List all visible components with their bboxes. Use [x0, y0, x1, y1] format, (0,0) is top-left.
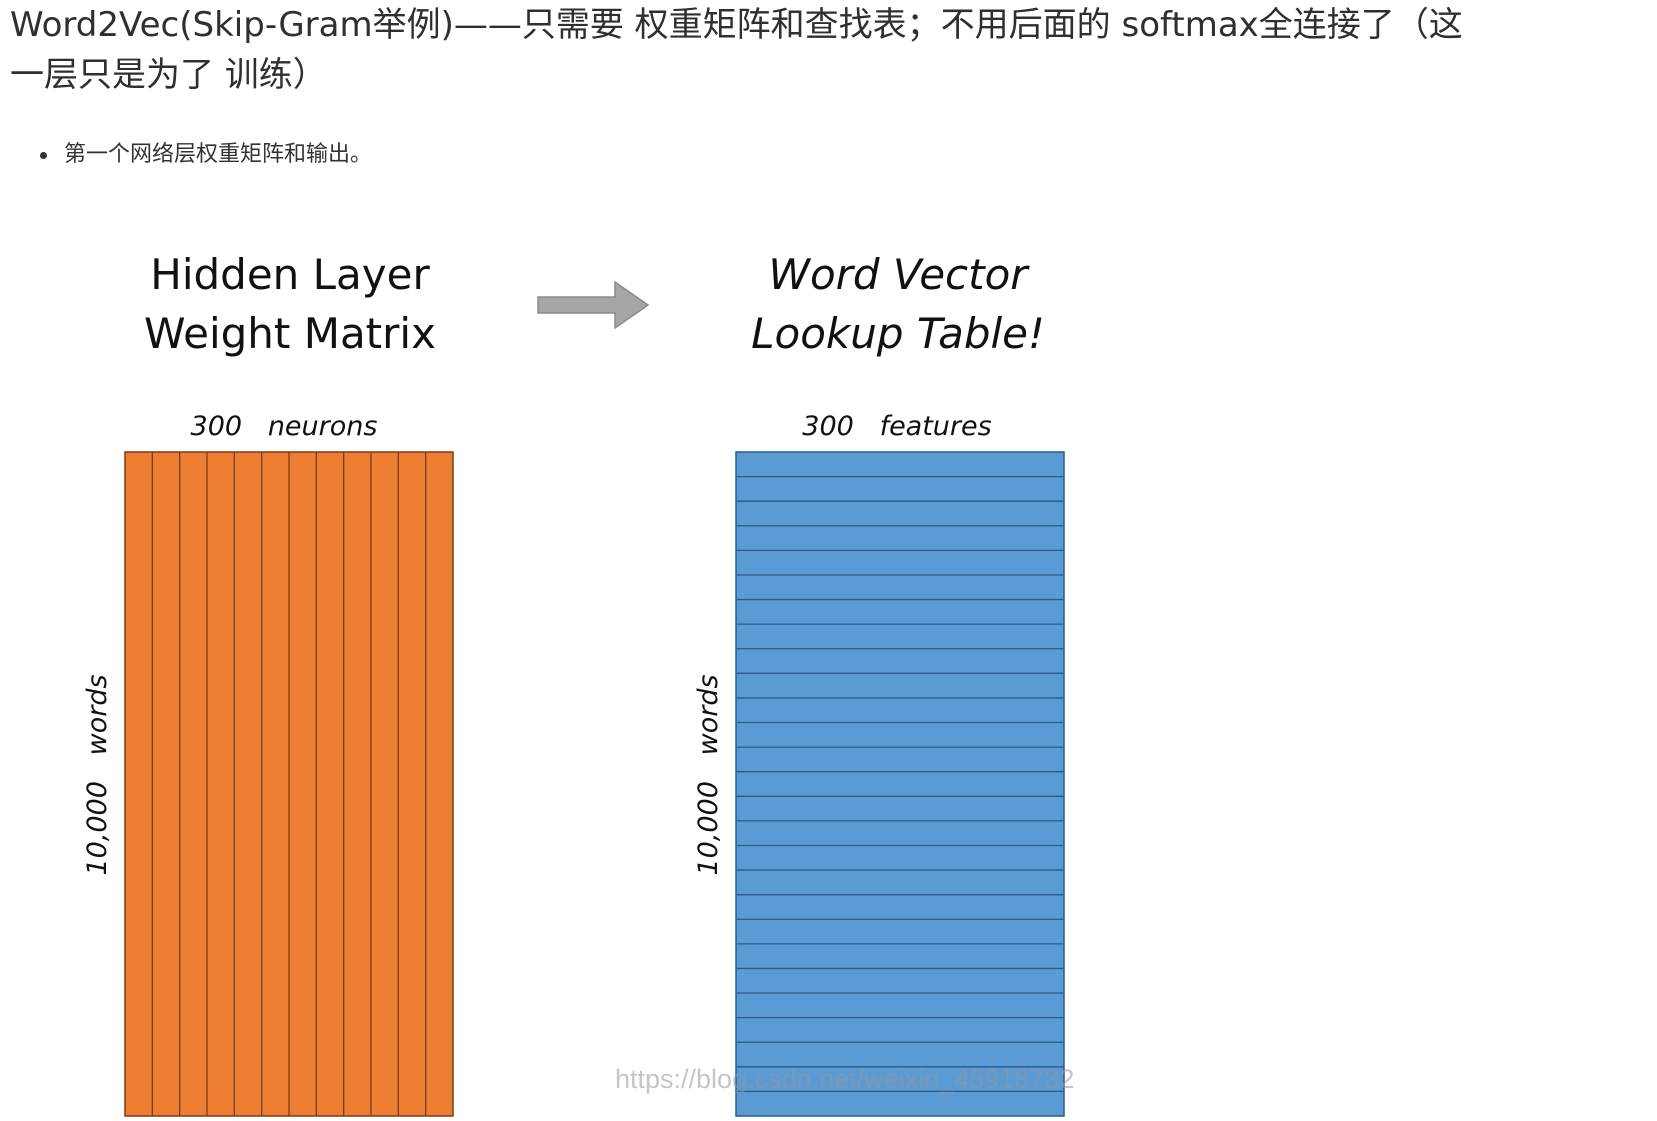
left-top-label: 300 neurons	[191, 411, 378, 442]
bullet-text: 第一个网络层权重矩阵和输出。	[64, 142, 373, 167]
left-title-line-1: Hidden Layer	[150, 250, 430, 299]
right-title-line-1: Word Vector	[768, 250, 1030, 299]
heading-line-1: Word2Vec(Skip-Gram举例)——只需要 权重矩阵和查找表；不用后面…	[10, 5, 1463, 45]
right-title-line-2: Lookup Table!	[751, 309, 1045, 358]
watermark: https://blog.csdn.net/weixin_45918732	[615, 1064, 1075, 1094]
weight-matrix	[124, 451, 454, 1117]
heading-line-2: 一层只是为了 训练）	[10, 55, 327, 95]
right-top-label: 300 features	[802, 411, 991, 442]
lookup-table-matrix	[735, 451, 1065, 1117]
right-side-label: 10,000 words	[693, 674, 724, 875]
right-arrow-icon	[537, 280, 650, 330]
bullet-list: 第一个网络层权重矩阵和输出。	[36, 138, 372, 172]
left-title-line-2: Weight Matrix	[144, 309, 436, 358]
left-side-label: 10,000 words	[82, 674, 113, 875]
list-item: 第一个网络层权重矩阵和输出。	[36, 138, 372, 172]
bullet-dot-icon	[40, 151, 47, 159]
page-heading: Word2Vec(Skip-Gram举例)——只需要 权重矩阵和查找表；不用后面…	[10, 0, 1590, 100]
